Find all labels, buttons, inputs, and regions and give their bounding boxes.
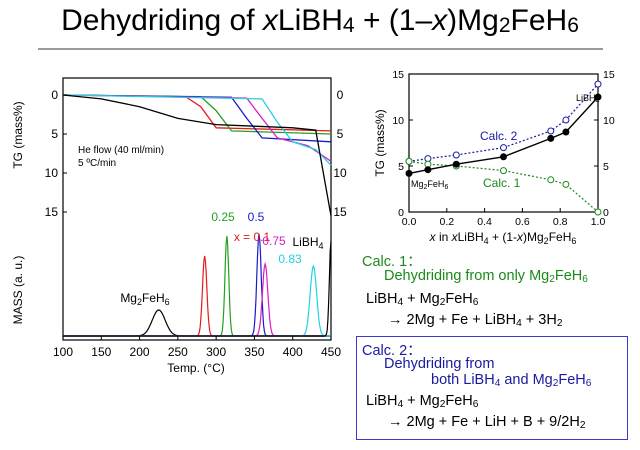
calc2-heading: Calc. 2： [362,343,422,359]
tg-curve [62,94,332,132]
tg-ytick-label: 15 [45,205,59,219]
label-mg2feh6: Mg2FeH6 [120,291,169,307]
he-flow-annotation: He flow (40 ml/min) [78,145,164,156]
calc1-heading: Calc. 1： [362,254,422,270]
title-divider [38,48,603,50]
calc1-products: → 2Mg + Fe + LiBH4 + 3H2 [388,312,563,329]
title-text: + (1– [354,4,433,37]
tg-ytick-label: 5 [51,127,58,141]
tg-curve [62,94,332,166]
label-x075: 0.75 [262,234,286,248]
label-x05: 0.5 [248,210,265,224]
mass-peak-curve [63,240,332,337]
mass-peak-curve [63,309,331,337]
temp-xlabel: Temp. (°C) [167,361,224,375]
label-x083: 0.83 [278,252,302,266]
title-sub: 6 [567,14,579,37]
x-tick-label: 100 [53,345,73,359]
x-tick-label: 400 [283,345,303,359]
title-text: Dehydriding of [61,4,263,37]
calc2-description-1: Dehydriding from [384,356,495,372]
tg-series-group [62,94,332,217]
tg-curve [62,94,332,143]
tg-right-ytick-label: 0 [337,88,344,102]
label-x025: 0.25 [211,210,235,224]
page-title: Dehydriding of xLiBH4 + (1–x)Mg2FeH6 [0,4,640,38]
calc2-reactants: LiBH4 + Mg2FeH6 [366,393,479,410]
tg-ylabel: TG (mass%) [11,101,25,168]
mass-peak-curve [63,264,331,337]
tg-right-ytick-label: 15 [333,205,347,219]
tg-ytick-label: 10 [45,166,59,180]
x-tick-label: 200 [130,345,150,359]
x-tick-label: 300 [206,345,226,359]
mass-peak-curve [63,235,331,337]
calc2-description-2: both LiBH4 and Mg2FeH6 [431,372,592,389]
tg-curve [62,94,332,217]
calc1-reactants: LiBH4 + Mg2FeH6 [366,291,479,308]
x-tick-label: 350 [244,345,264,359]
x-tick-label: 250 [168,345,188,359]
mass-peak-curve [63,261,331,337]
title-text: )Mg [447,4,499,37]
mass-peak-curve [63,233,331,337]
x-tick-label: 450 [321,345,341,359]
rate-annotation: 5 ºC/min [78,158,116,169]
x-tick-label: 150 [91,345,111,359]
tg-right-ytick-label: 5 [337,127,344,141]
mass-peak-curve [63,255,331,337]
title-var: x [432,4,448,37]
mass-ylabel: MASS (a. u.) [11,256,25,325]
tg-ytick-label: 0 [51,88,58,102]
title-text: LiBH [277,4,343,37]
calc2-box [356,336,628,440]
title-sub: 4 [342,14,355,37]
plot-frame [62,77,332,341]
title-var: x [262,4,278,37]
label-x01: x = 0.1 [234,230,271,244]
tg-right-ytick-label: 10 [333,166,347,180]
calc2-products: → 2Mg + Fe + LiH + B + 9/2H2 [388,414,586,431]
title-sub: 2 [498,14,511,37]
calc1-description: Dehydriding from only Mg2FeH6 [384,268,588,285]
ms-series-group [63,233,332,337]
title-text: FeH [510,4,568,37]
label-libh4: LiBH4 [292,235,323,251]
